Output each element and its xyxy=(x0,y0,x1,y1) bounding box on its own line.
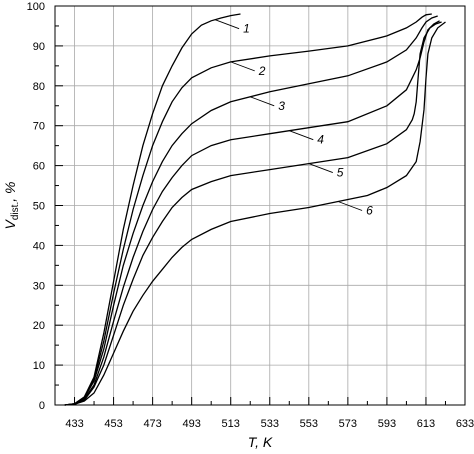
leader-line-4 xyxy=(289,130,314,141)
curve-label-leaders xyxy=(214,19,363,211)
x-tick-label: 613 xyxy=(417,418,435,430)
leader-line-6 xyxy=(337,201,363,211)
curves xyxy=(64,13,446,406)
y-tick-labels: 0 10 20 30 40 50 60 70 80 90 100 xyxy=(27,1,45,412)
x-tick-label: 513 xyxy=(222,418,240,430)
x-tick-label: 533 xyxy=(261,418,279,430)
y-tick-label: 40 xyxy=(33,240,45,252)
x-tick-label: 573 xyxy=(339,418,357,430)
x-tick-label: 473 xyxy=(143,418,161,430)
y-tick-label: 70 xyxy=(33,121,45,133)
x-tick-label: 553 xyxy=(300,418,318,430)
y-tick-label: 20 xyxy=(33,320,45,332)
curve-5 xyxy=(64,21,442,406)
leader-line-1 xyxy=(214,19,240,30)
leader-line-3 xyxy=(250,96,275,107)
y-axis-title: Vdist., % xyxy=(2,182,21,230)
y-axis-title-main: V xyxy=(2,218,18,229)
x-tick-label: 433 xyxy=(65,418,83,430)
curve-label-4: 4 xyxy=(317,133,324,147)
curve-label-3: 3 xyxy=(278,99,285,113)
x-tick-label: 453 xyxy=(104,418,122,430)
y-tick-label: 90 xyxy=(33,41,45,53)
y-axis-title-unit: , % xyxy=(2,182,18,202)
y-tick-label: 100 xyxy=(27,1,45,13)
x-axis-title: T, K xyxy=(248,434,273,450)
curve-4 xyxy=(64,20,440,406)
y-tick-label: 50 xyxy=(33,201,45,213)
curve-2 xyxy=(64,13,432,406)
y-tick-label: 10 xyxy=(33,360,45,372)
curve-6 xyxy=(64,21,446,406)
curve-label-6: 6 xyxy=(366,204,373,218)
y-tick-label: 30 xyxy=(33,280,45,292)
y-tick-label: 60 xyxy=(33,161,45,173)
curve-label-1: 1 xyxy=(243,22,250,36)
plot-frame xyxy=(54,5,466,406)
curve-3 xyxy=(64,15,438,406)
curve-label-2: 2 xyxy=(258,64,266,78)
curve-labels: 1 2 3 4 5 6 xyxy=(243,22,373,218)
y-tick-label: 0 xyxy=(39,400,45,412)
leader-line-2 xyxy=(230,61,255,72)
x-tick-labels: 433 453 473 493 513 533 553 573 593 613 633 xyxy=(65,418,474,430)
y-tick-label: 80 xyxy=(33,81,45,93)
y-axis-title-subscript: dist. xyxy=(10,202,21,220)
x-tick-label: 633 xyxy=(456,418,474,430)
leader-line-5 xyxy=(308,163,333,174)
curve-label-5: 5 xyxy=(337,166,344,180)
x-tick-label: 593 xyxy=(378,418,396,430)
x-tick-label: 493 xyxy=(182,418,200,430)
